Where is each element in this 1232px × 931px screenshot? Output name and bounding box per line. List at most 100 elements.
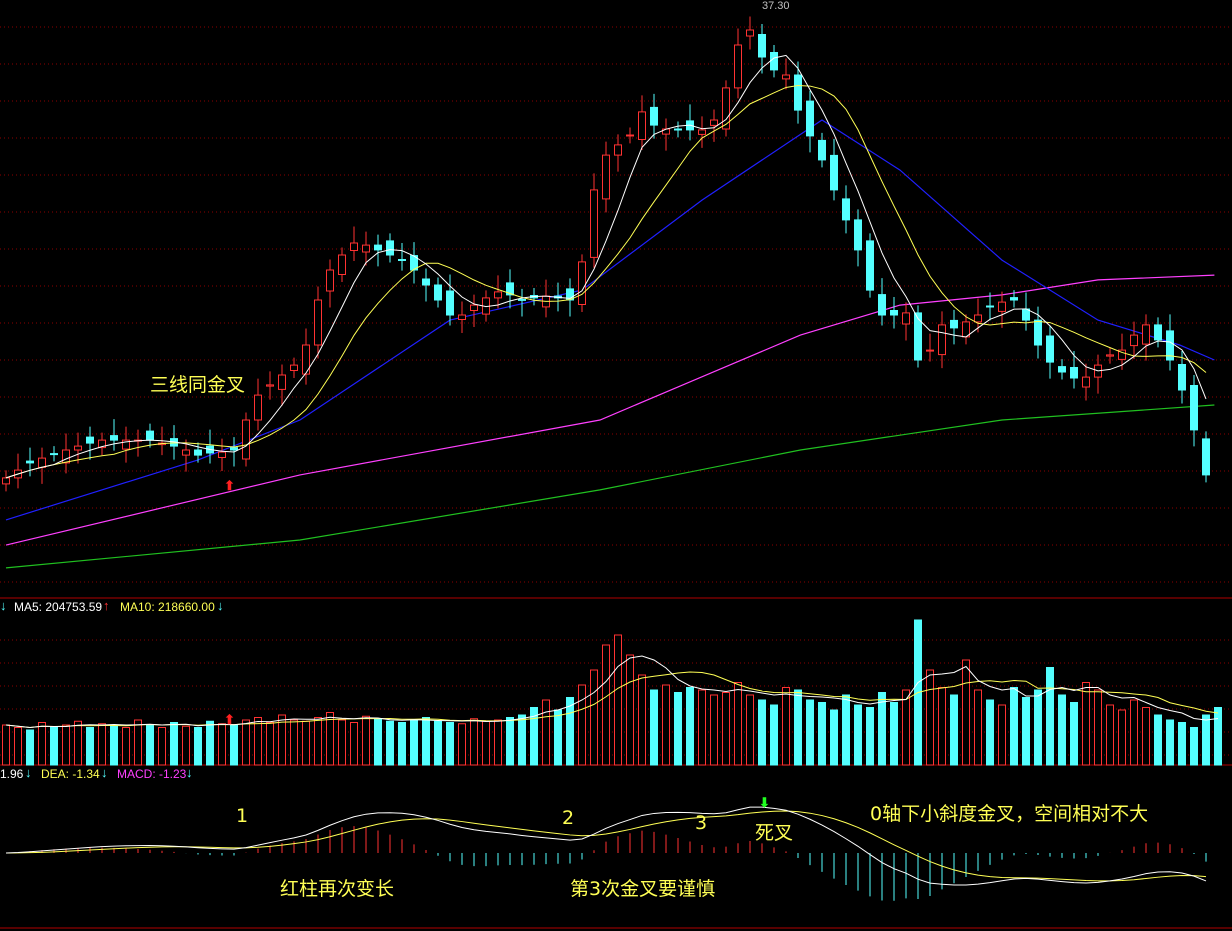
candle-body [314, 299, 322, 346]
candle-body [362, 244, 370, 253]
candle-body [290, 364, 298, 372]
volume-bar [14, 727, 22, 766]
volume-bar [98, 723, 106, 766]
volume-bar [446, 722, 454, 766]
candle-body [1022, 308, 1030, 321]
volume-bar [74, 720, 82, 766]
candle-body [722, 87, 730, 130]
macd-dea-label: DEA: -1.34 [41, 767, 100, 781]
blue-ma-line [5, 119, 1215, 521]
candle-body [866, 240, 874, 291]
candle-body [878, 294, 886, 316]
candle-body [254, 394, 262, 421]
candle-body [926, 349, 934, 352]
candle-body [374, 244, 382, 251]
candle-body [434, 284, 442, 301]
annotation-third-cross-caution: 第3次金叉要谨慎 [570, 878, 716, 900]
volume-bar [1034, 689, 1042, 766]
candle-body [950, 319, 958, 329]
candle-body [1082, 376, 1090, 388]
candle-body [914, 312, 922, 361]
volume-bar [710, 694, 718, 766]
candle-body [2, 477, 10, 485]
candle-body [398, 259, 406, 261]
volume-bar [290, 719, 298, 766]
candle-body [830, 154, 838, 191]
volume-bar [110, 724, 118, 766]
volume-bar [482, 720, 490, 766]
volume-bar [686, 687, 694, 766]
candle-body [326, 269, 334, 292]
volume-bar [950, 694, 958, 766]
volume-bar [1190, 727, 1198, 766]
volume-bar [566, 697, 574, 766]
volume-bar [314, 717, 322, 766]
volume-bar [734, 682, 742, 766]
down-arrow-icon: ↓ [101, 765, 108, 780]
volume-bar [1046, 667, 1054, 766]
volume-bar [206, 720, 214, 766]
candle-body [998, 301, 1006, 312]
volume-bar [758, 699, 766, 766]
volume-bar [1178, 722, 1186, 766]
buy-arrow-icon: ⬆ [224, 478, 235, 493]
volume-bar [890, 702, 898, 766]
down-arrow-icon: ↓ [217, 598, 224, 613]
macd-value-label: MACD: -1.23 [117, 767, 187, 781]
volume-bar [590, 669, 598, 766]
candle-body [734, 44, 742, 89]
volume-bar [230, 724, 238, 766]
volume-bar [386, 720, 394, 766]
volume-bar [722, 692, 730, 766]
volume-bar [470, 718, 478, 766]
volume-bar [518, 714, 526, 766]
candle-body [842, 198, 850, 221]
candle-body [38, 457, 46, 468]
candle-body [1130, 334, 1138, 347]
candle-body [338, 254, 346, 275]
volume-bar [158, 727, 166, 766]
ma10-line [5, 84, 1207, 479]
annotation-below-zero-cross: 0轴下小斜度金叉，空间相对不大 [870, 803, 1149, 825]
candle-body [974, 314, 982, 323]
volume-bar [1166, 719, 1174, 766]
down-arrow-icon: ↓ [25, 765, 32, 780]
candle-body [782, 74, 790, 80]
candle-body [698, 129, 706, 135]
volume-bar [1118, 709, 1126, 766]
volume-bar [242, 719, 250, 766]
volume-bar [830, 709, 838, 766]
volume-bar [554, 709, 562, 766]
candle-body [494, 291, 502, 299]
candle-body [278, 374, 286, 390]
candle-body [350, 242, 358, 251]
candle-body [446, 290, 454, 316]
volume-bar [806, 699, 814, 766]
candle-body [1070, 367, 1078, 379]
candle-body [806, 100, 814, 137]
volume-bar [674, 692, 682, 766]
candle-body [86, 436, 94, 444]
volume-bar [878, 692, 886, 766]
volume-bar [170, 722, 178, 766]
volume-bar [746, 694, 754, 766]
annotation-death-cross: 死叉 [755, 822, 794, 844]
price-high-label: 37.30 [762, 0, 790, 12]
volume-bar [1010, 687, 1018, 766]
volume-bar [494, 719, 502, 766]
volume-bar [662, 684, 670, 766]
volume-bar [938, 687, 946, 766]
candle-body [758, 34, 766, 58]
volume-bar [62, 724, 70, 766]
volume-bar [1202, 714, 1210, 766]
volume-bar [1058, 694, 1066, 766]
dif-line [5, 806, 1207, 886]
volume-ma5-label: MA5: 204753.59 [14, 600, 103, 614]
candle-body [1058, 366, 1066, 373]
candle-body [506, 282, 514, 296]
volume-bar [1154, 714, 1162, 766]
volume-bar [638, 674, 646, 766]
volume-bar [614, 634, 622, 766]
volume-bar [818, 702, 826, 766]
